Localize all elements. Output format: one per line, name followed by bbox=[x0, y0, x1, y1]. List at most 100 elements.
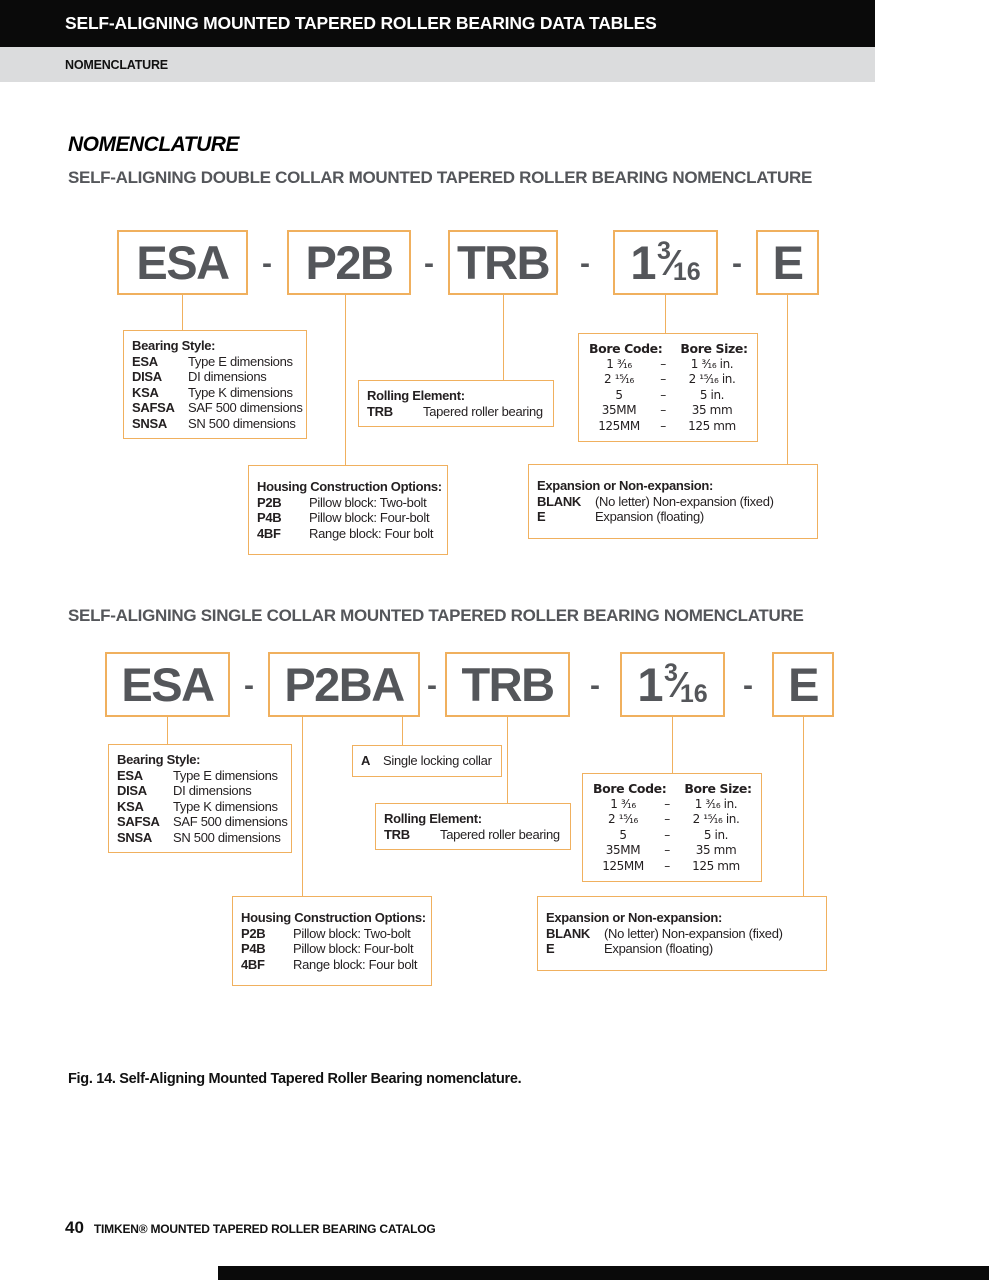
collar-callout: A Single locking collar bbox=[352, 745, 502, 777]
callout-desc: Pillow block: Two-bolt bbox=[293, 925, 411, 941]
bore-size: 2 ¹⁵⁄₁₆ in. bbox=[688, 372, 736, 386]
callout-desc: Tapered roller bearing bbox=[440, 826, 560, 842]
bore-code: 1 ³⁄₁₆ bbox=[606, 356, 632, 371]
bore-size: 125 mm bbox=[692, 858, 740, 873]
bore-row: 125MM – 125 mm bbox=[587, 419, 749, 435]
callout-row: DISA DI dimensions bbox=[117, 783, 283, 799]
code-text: E bbox=[788, 658, 819, 711]
connector-line bbox=[167, 717, 168, 744]
bearing-style-callout: Bearing Style: ESA Type E dimensions DISA… bbox=[108, 744, 292, 853]
connector-line bbox=[345, 295, 346, 465]
dash-separator: - bbox=[743, 669, 753, 702]
callout-row: E Expansion (floating) bbox=[546, 941, 818, 957]
callout-code: ESA bbox=[117, 767, 143, 783]
code-box-bearing-style: ESA bbox=[117, 230, 248, 295]
callout-row: P4B Pillow block: Four-bolt bbox=[257, 510, 439, 526]
bore-row: 2 ¹⁵⁄₁₆ – 2 ¹⁵⁄₁₆ in. bbox=[591, 812, 753, 828]
callout-desc: Pillow block: Four-bolt bbox=[293, 941, 414, 956]
bore-code: 125MM bbox=[602, 858, 644, 873]
header-bar: SELF-ALIGNING MOUNTED TAPERED ROLLER BEA… bbox=[0, 0, 875, 47]
callout-desc: (No letter) Non-expansion (fixed) bbox=[595, 493, 774, 509]
callout-desc: Tapered roller bearing bbox=[423, 403, 543, 419]
callout-row: A Single locking collar bbox=[361, 753, 493, 769]
callout-row: ESA Type E dimensions bbox=[132, 354, 298, 370]
callout-code: ESA bbox=[132, 353, 158, 369]
bore-row: 5 – 5 in. bbox=[591, 828, 753, 844]
bore-header: Bore Code: Bore Size: bbox=[591, 781, 753, 797]
bore-row: 2 ¹⁵⁄₁₆ – 2 ¹⁵⁄₁₆ in. bbox=[587, 372, 749, 388]
code-text: TRB bbox=[461, 658, 555, 711]
dash-separator: - bbox=[262, 247, 272, 280]
bore-row: 1 ³⁄₁₆ – 1 ³⁄₁₆ in. bbox=[591, 797, 753, 813]
callout-code: P2B bbox=[257, 494, 282, 510]
code-box-expansion: E bbox=[756, 230, 819, 295]
section-subtitle-double: SELF-ALIGNING DOUBLE COLLAR MOUNTED TAPE… bbox=[68, 168, 812, 187]
callout-row: BLANK (No letter) Non-expansion (fixed) bbox=[546, 926, 818, 942]
bore-dash: – bbox=[660, 387, 666, 402]
bore-dash: – bbox=[664, 812, 670, 826]
code-text: ESA bbox=[121, 658, 215, 711]
callout-row: SNSA SN 500 dimensions bbox=[117, 830, 283, 846]
bore-dash: – bbox=[664, 796, 670, 811]
callout-row: SAFSA SAF 500 dimensions bbox=[117, 814, 288, 830]
callout-title: Rolling Element: bbox=[384, 811, 482, 826]
callout-title: Bearing Style: bbox=[117, 752, 201, 767]
footer-text: TIMKEN® MOUNTED TAPERED ROLLER BEARING C… bbox=[93, 1222, 436, 1236]
code-text: TRB bbox=[456, 236, 551, 289]
connector-line bbox=[787, 295, 788, 464]
bore-numerator: 3 bbox=[663, 659, 678, 687]
bore-dash: – bbox=[660, 418, 666, 433]
bore-whole: 1 bbox=[637, 658, 663, 711]
code-box-bearing-style: ESA bbox=[105, 652, 230, 717]
connector-line bbox=[503, 295, 504, 380]
callout-row: SAFSA SAF 500 dimensions bbox=[132, 400, 303, 416]
bore-code: 2 ¹⁵⁄₁₆ bbox=[608, 812, 638, 826]
callout-code: E bbox=[546, 941, 555, 956]
callout-code: SNSA bbox=[132, 415, 167, 431]
callout-row: BLANK (No letter) Non-expansion (fixed) bbox=[537, 494, 809, 510]
callout-code: P4B bbox=[257, 510, 282, 525]
callout-code: SAFSA bbox=[117, 814, 160, 829]
callout-row: 4BF Range block: Four bolt bbox=[257, 526, 439, 542]
callout-title: Housing Construction Options: bbox=[257, 479, 442, 494]
bore-row: 5 – 5 in. bbox=[587, 388, 749, 404]
bore-denominator: 16 bbox=[679, 680, 708, 708]
callout-desc: Expansion (floating) bbox=[604, 941, 713, 956]
connector-line bbox=[665, 295, 666, 333]
code-box-bore: 1316 bbox=[613, 230, 718, 295]
bore-code: 35MM bbox=[601, 403, 637, 417]
callout-desc: SAF 500 dimensions bbox=[173, 814, 288, 829]
bore-row: 35MM – 35 mm bbox=[587, 403, 749, 419]
callout-code: KSA bbox=[132, 384, 159, 400]
callout-desc: Pillow block: Two-bolt bbox=[309, 494, 427, 510]
bore-size: 5 in. bbox=[699, 387, 725, 402]
housing-callout: Housing Construction Options: P2B Pillow … bbox=[232, 896, 432, 986]
code-box-expansion: E bbox=[772, 652, 834, 717]
callout-code: P2B bbox=[241, 925, 266, 941]
bore-size: 5 in. bbox=[703, 827, 729, 842]
callout-row: P4B Pillow block: Four-bolt bbox=[241, 941, 423, 957]
callout-code: BLANK bbox=[537, 493, 581, 509]
dash-separator: - bbox=[427, 669, 437, 702]
page-number: 40 bbox=[65, 1218, 84, 1237]
bore-row: 125MM – 125 mm bbox=[591, 859, 753, 875]
bore-dash: – bbox=[664, 843, 670, 857]
callout-row: E Expansion (floating) bbox=[537, 509, 809, 525]
connector-line bbox=[803, 717, 804, 896]
bore-size: 1 ³⁄₁₆ in. bbox=[694, 796, 738, 811]
callout-code: SNSA bbox=[117, 829, 152, 845]
bore-dash: – bbox=[664, 858, 670, 873]
callout-code: P4B bbox=[241, 941, 266, 956]
code-box-bore: 1316 bbox=[620, 652, 725, 717]
callout-row: P2B Pillow block: Two-bolt bbox=[241, 926, 423, 942]
dash-separator: - bbox=[732, 247, 742, 280]
bore-dash: – bbox=[660, 372, 666, 386]
connector-line bbox=[402, 717, 403, 745]
code-box-housing: P2BA bbox=[268, 652, 420, 717]
callout-desc: Range block: Four bolt bbox=[309, 525, 434, 541]
code-box-housing: P2B bbox=[287, 230, 411, 295]
expansion-callout: Expansion or Non-expansion: BLANK (No let… bbox=[537, 896, 827, 971]
dash-separator: - bbox=[424, 247, 434, 280]
callout-title: Bearing Style: bbox=[132, 338, 216, 353]
callout-row: SNSA SN 500 dimensions bbox=[132, 416, 298, 432]
